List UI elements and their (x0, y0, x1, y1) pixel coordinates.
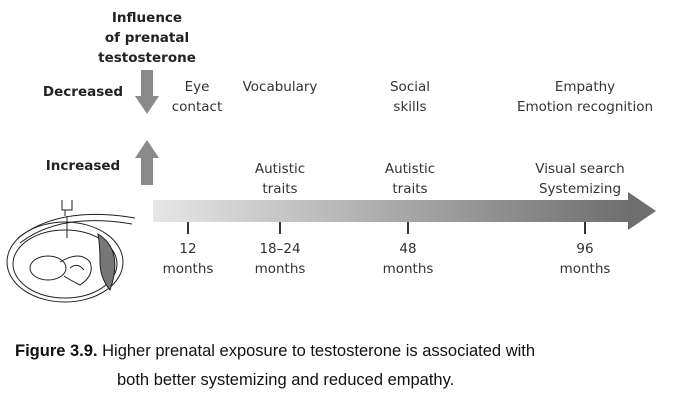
down-arrow-icon (135, 70, 159, 114)
decreased-trait-label: contact (172, 99, 223, 115)
header-line-3: testosterone (98, 50, 196, 66)
increased-trait-label: Visual search (535, 161, 624, 177)
increased-trait-label: traits (392, 181, 427, 197)
age-label: months (163, 261, 214, 277)
age-label: months (255, 261, 306, 277)
header-line-1: Influence (112, 10, 182, 26)
decreased-label: Decreased (43, 84, 123, 100)
header-line-2: of prenatal (105, 30, 189, 46)
age-label: 48 (399, 241, 416, 257)
testosterone-timeline-diagram: Influence of prenatal testosterone Decre… (6, 10, 656, 303)
increased-trait-label: Systemizing (539, 181, 621, 197)
up-arrow-icon (135, 140, 159, 185)
age-label: 12 (179, 241, 196, 257)
caption-line-1: Figure 3.9. Higher prenatal exposure to … (15, 342, 535, 361)
decreased-trait-label: Empathy (555, 79, 615, 95)
decreased-trait-label: Emotion recognition (517, 99, 653, 115)
increased-trait-label: Autistic (385, 161, 435, 177)
timeline-tick (187, 222, 189, 234)
timeline-tick (279, 222, 281, 234)
increased-trait-label: Autistic (255, 161, 305, 177)
decreased-trait-label: skills (393, 99, 426, 115)
decreased-trait-label: Eye (185, 79, 210, 95)
figure-label: Figure 3.9. (15, 342, 98, 360)
age-label: 18–24 (259, 241, 300, 257)
caption-text-2: both better systemizing and reduced empa… (117, 371, 455, 389)
decreased-trait-label: Vocabulary (243, 79, 318, 95)
caption-text-1: Higher prenatal exposure to testosterone… (102, 342, 536, 360)
increased-trait-label: traits (262, 181, 297, 197)
timeline-tick (407, 222, 409, 234)
age-label: 96 (576, 241, 593, 257)
fetus-illustration (6, 200, 136, 303)
age-label: months (383, 261, 434, 277)
decreased-trait-label: Social (390, 79, 430, 95)
timeline-tick (584, 222, 586, 234)
age-label: months (560, 261, 611, 277)
increased-label: Increased (46, 158, 120, 174)
timeline-arrow (153, 192, 656, 230)
